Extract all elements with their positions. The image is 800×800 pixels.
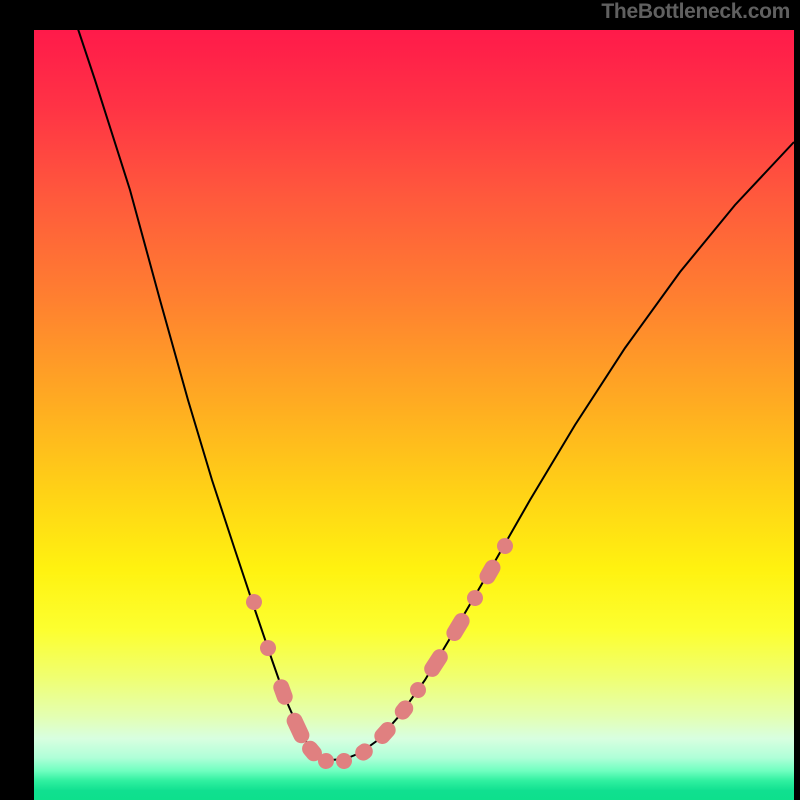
marker-capsule [335,752,352,769]
curve-layer [34,30,794,800]
marker-capsule [284,710,312,746]
v-curve-path [65,0,794,760]
marker-capsule [244,592,264,612]
marker-group [244,535,516,770]
chart-root: TheBottleneck.com [0,0,800,800]
watermark-text: TheBottleneck.com [601,0,790,24]
marker-capsule [271,677,295,707]
marker-capsule [464,587,486,609]
marker-capsule [443,610,472,644]
marker-capsule [407,679,429,701]
marker-capsule [421,646,451,680]
marker-capsule [477,557,504,588]
marker-capsule [258,638,278,658]
marker-capsule [494,535,516,557]
plot-area [34,30,794,800]
